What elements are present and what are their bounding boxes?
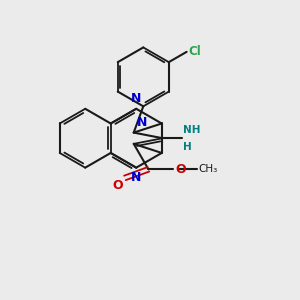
Text: H: H	[183, 142, 192, 152]
Text: N: N	[137, 116, 147, 129]
Text: O: O	[113, 179, 123, 192]
Text: O: O	[175, 163, 186, 176]
Text: CH₃: CH₃	[199, 164, 218, 174]
Text: NH: NH	[183, 125, 201, 135]
Text: N: N	[131, 92, 141, 105]
Text: Cl: Cl	[188, 45, 201, 58]
Text: N: N	[131, 171, 141, 184]
